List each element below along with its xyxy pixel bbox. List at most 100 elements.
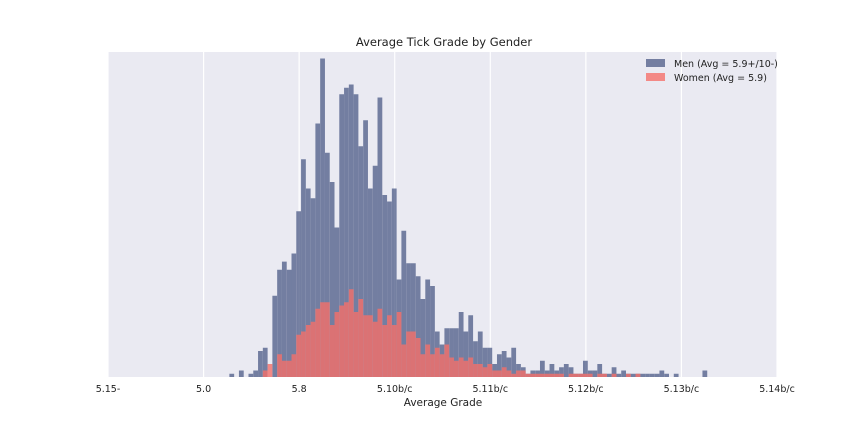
men-bar [406, 263, 411, 377]
men-bar [506, 357, 512, 377]
men-bar [630, 373, 636, 377]
men-bar [358, 146, 364, 377]
women-bar [344, 302, 349, 377]
men-bar [372, 165, 378, 377]
men-bar [645, 373, 650, 377]
women-bar [324, 302, 330, 377]
women-bar [310, 321, 316, 377]
women-bar [453, 360, 459, 377]
men-bar [477, 331, 483, 377]
women-bar [520, 370, 526, 377]
men-bar [238, 370, 244, 377]
men-bar [334, 227, 340, 377]
men-bar [291, 253, 297, 377]
women-bar [430, 354, 435, 377]
men-bar [253, 370, 259, 377]
series-men [229, 58, 708, 377]
men-bar [391, 188, 397, 377]
women-bar [353, 312, 359, 377]
women-bar [377, 308, 383, 377]
women-bar [444, 344, 450, 377]
men-bar [277, 269, 282, 377]
men-bar [482, 347, 488, 377]
women-bar [301, 331, 306, 377]
x-tick-label: 5.11b/c [472, 384, 508, 395]
women-bar [281, 360, 287, 377]
men-bar [329, 182, 335, 377]
men-bar [592, 370, 598, 377]
women-bar [511, 373, 517, 377]
men-bar [597, 364, 603, 377]
women-bar [544, 373, 550, 377]
x-axis-ticks: 5.15- 5.0 5.8 5.10b/c 5.11b/c 5.12b/c 5.13b/c 5… [96, 384, 795, 395]
men-bar [449, 328, 454, 377]
women-bar [305, 325, 311, 377]
women-bar [367, 315, 373, 377]
women-bar [348, 289, 354, 377]
women-bar [587, 373, 593, 377]
men-bar [611, 367, 617, 377]
women-bar [554, 373, 560, 377]
women-bar [501, 367, 507, 377]
women-bar [382, 325, 388, 377]
men-bar [659, 370, 665, 377]
women-bar [425, 344, 431, 377]
women-bar [387, 315, 392, 377]
women-bar [420, 354, 426, 377]
women-bar [506, 370, 512, 377]
men-bar [401, 230, 407, 377]
women-bar [396, 312, 402, 377]
men-bar [487, 347, 493, 377]
men-bar [673, 373, 679, 377]
women-bar [320, 302, 325, 377]
women-bar [277, 354, 282, 377]
men-bar [468, 315, 474, 377]
women-bar [516, 370, 521, 377]
women-bar [434, 347, 440, 377]
legend-label: Women (Avg = 5.9) [674, 73, 767, 84]
women-bar [468, 357, 474, 377]
x-tick-label: 5.14b/c [759, 384, 795, 395]
women-bar [439, 354, 445, 377]
x-tick-label: 5.10b/c [377, 384, 413, 395]
men-bar [344, 87, 349, 377]
x-tick-label: 5.0 [196, 384, 211, 395]
women-bar [635, 373, 641, 377]
men-bar [353, 94, 359, 377]
men-bar [320, 58, 325, 377]
men-bar [568, 367, 574, 377]
men-bar [410, 263, 416, 377]
men-bar [649, 373, 655, 377]
men-bar [496, 354, 502, 377]
men-bar [458, 312, 464, 377]
women-bar [401, 344, 407, 377]
men-bar [453, 328, 459, 377]
x-tick-label: 5.12b/c [568, 384, 604, 395]
men-bar [664, 373, 670, 377]
men-bar [559, 367, 564, 377]
women-bar [597, 373, 603, 377]
women-bar [487, 364, 493, 377]
women-bar [539, 373, 545, 377]
women-bar [559, 373, 564, 377]
histogram-bars [229, 58, 708, 377]
men-bar [281, 261, 287, 377]
men-bar [367, 188, 373, 377]
x-tick-label: 5.15- [96, 384, 121, 395]
women-bar [315, 308, 321, 377]
women-bar [568, 373, 574, 377]
men-bar [563, 364, 569, 377]
women-bar [496, 370, 502, 377]
women-bar [625, 373, 631, 377]
men-bar [229, 373, 235, 377]
series-women [262, 289, 641, 377]
legend-swatch [646, 73, 665, 81]
men-bar [377, 97, 383, 377]
men-bar [606, 373, 612, 377]
men-bar [640, 373, 646, 377]
women-bar [291, 354, 297, 377]
chart-title: Average Tick Grade by Gender [356, 35, 533, 49]
men-bar [420, 299, 426, 377]
men-bar [463, 331, 469, 377]
men-bar [511, 347, 517, 377]
